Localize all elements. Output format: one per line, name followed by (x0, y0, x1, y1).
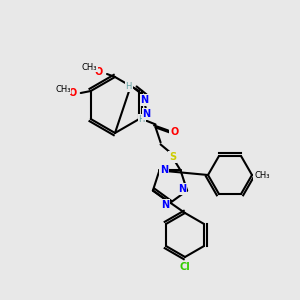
Text: N: N (160, 165, 169, 176)
Text: O: O (95, 67, 103, 77)
Text: CH₃: CH₃ (55, 85, 70, 94)
Text: H: H (138, 115, 145, 124)
Text: H: H (125, 82, 132, 91)
Text: CH₃: CH₃ (254, 170, 270, 179)
Text: S: S (169, 152, 176, 162)
Text: O: O (170, 128, 179, 137)
Text: O: O (69, 88, 77, 98)
Text: CH₃: CH₃ (81, 62, 97, 71)
Text: N: N (140, 95, 148, 105)
Text: Cl: Cl (180, 262, 190, 272)
Text: N: N (161, 200, 169, 210)
Text: N: N (178, 184, 186, 194)
Text: N: N (142, 110, 151, 119)
